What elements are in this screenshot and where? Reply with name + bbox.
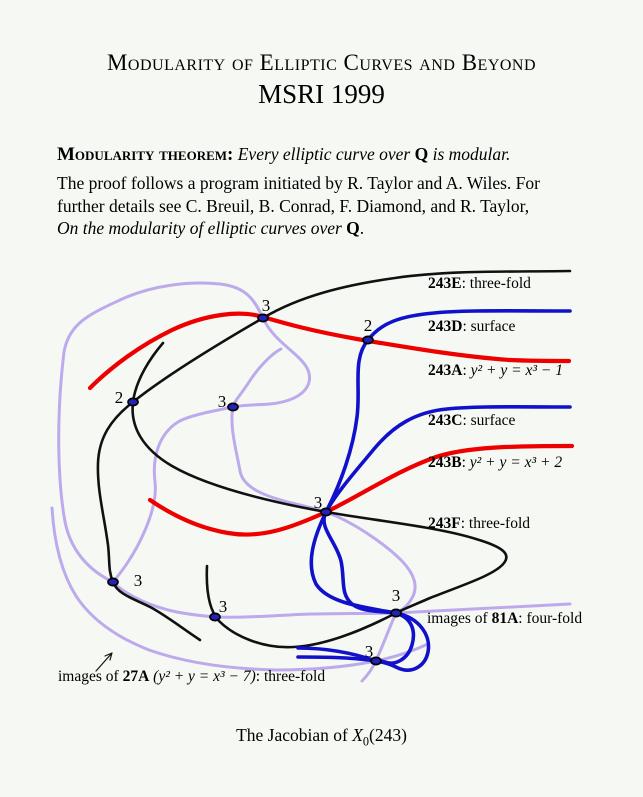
intersection-marker: [209, 612, 221, 622]
caption-level: (243): [369, 725, 407, 745]
intersection-marker: [227, 402, 239, 412]
intersection-marker: [370, 656, 382, 666]
paragraph-line2: further details see C. Breuil, B. Conrad…: [57, 195, 530, 216]
curve-label-243F: 243F: three-fold: [428, 515, 530, 533]
curve-label-243C: 243C: surface: [428, 412, 515, 430]
curve-label-part-post: : three-fold: [255, 668, 326, 685]
curve-label-part-math: y² + y = x³ − 1: [470, 362, 563, 379]
arrow-to-27A-curve: [95, 652, 113, 672]
paragraph-line3-Q: Q: [346, 218, 360, 239]
curve-label-243D: 243D: surface: [428, 318, 515, 336]
theorem-body: Every elliptic curve over: [237, 144, 415, 164]
curve-label-part-pre: images of: [58, 668, 123, 685]
curve-label-part-mid: : four-fold: [518, 610, 583, 627]
theorem-body-end: is modular.: [428, 144, 511, 164]
curve-label-part-bold: 27A: [122, 668, 150, 685]
multiplicity-label: 2: [115, 388, 124, 407]
paragraph-line1: The proof follows a program initiated by…: [57, 173, 540, 193]
curve-label-part-bold: 243E: [428, 275, 462, 292]
multiplicity-label: 3: [392, 586, 401, 605]
theorem-head: Modularity theorem:: [57, 144, 234, 165]
multiplicity-label: 3: [262, 296, 271, 315]
curve-label-part-pre: images of: [427, 610, 492, 627]
curve-label-part-bold: 243C: [428, 412, 463, 429]
curve-label-part-mid: : surface: [462, 318, 516, 335]
curve-label-part-mid: : three-fold: [461, 275, 531, 292]
curve-label-243A: 243A: y² + y = x³ − 1: [428, 362, 563, 380]
intersection-marker: [390, 608, 402, 618]
caption-subscript: 0: [362, 734, 370, 749]
caption-text: The Jacobian of: [236, 725, 353, 745]
figure-caption: The Jacobian of X0(243): [0, 725, 643, 750]
curve-label-part-mid: :: [462, 362, 471, 379]
curve-243F-threefold: [131, 341, 508, 649]
theorem-Q: Q: [414, 144, 429, 164]
intersection-marker: [362, 335, 374, 345]
curve-label-part-math: y² + y = x³ + 2: [469, 454, 563, 471]
curve-label-243E: 243E: three-fold: [428, 275, 531, 293]
page-subtitle: MSRI 1999: [258, 79, 385, 109]
intersection-marker: [320, 507, 332, 517]
paragraph-line3: On the modularity of elliptic curves ove…: [57, 218, 347, 239]
curve-label-27A: images of 27A (y² + y = x³ − 7): three-f…: [58, 668, 325, 686]
curve-label-part-bold: 81A: [491, 610, 519, 627]
curve-243D-surface: [296, 309, 572, 672]
curve-label-part-mid: : three-fold: [460, 515, 531, 532]
caption-X: X: [352, 725, 363, 745]
multiplicity-label: 3: [134, 571, 143, 590]
curve-81A-fourfold-line: [111, 580, 572, 619]
multiplicity-label: 3: [218, 392, 227, 411]
multiplicity-label: 3: [219, 597, 228, 616]
intersection-marker: [127, 397, 139, 407]
curve-label-243B: 243B: y² + y = x³ + 2: [428, 454, 562, 472]
curve-243A-red: [87, 311, 572, 391]
curve-label-part-bold: 243B: [428, 454, 462, 471]
curve-243E-threefold: [96, 269, 572, 642]
intersection-marker: [107, 577, 119, 587]
curve-label-part-bold: 243F: [428, 515, 461, 532]
curve-label-part-math: (y² + y = x³ − 7): [153, 668, 256, 685]
multiplicity-label: 3: [314, 493, 323, 512]
paragraph-line3-period: .: [359, 218, 365, 239]
theorem-statement: Modularity theorem: Every elliptic curve…: [57, 143, 605, 166]
curve-label-part-bold: 243A: [428, 362, 463, 379]
curve-label-part-mid: :: [461, 454, 470, 471]
curve-27A-outer-loop: [57, 281, 312, 584]
intro-paragraph: The proof follows a program initiated by…: [57, 172, 605, 240]
curve-label-81A: images of 81A: four-fold: [427, 610, 582, 628]
intersection-marker: [257, 313, 269, 323]
curve-label-part-bold: 243D: [428, 318, 463, 335]
page-title: Modularity of Elliptic Curves and Beyond: [106, 50, 537, 75]
multiplicity-label: 3: [365, 642, 374, 661]
multiplicity-label: 2: [364, 316, 373, 335]
curve-label-part-mid: : surface: [462, 412, 516, 429]
